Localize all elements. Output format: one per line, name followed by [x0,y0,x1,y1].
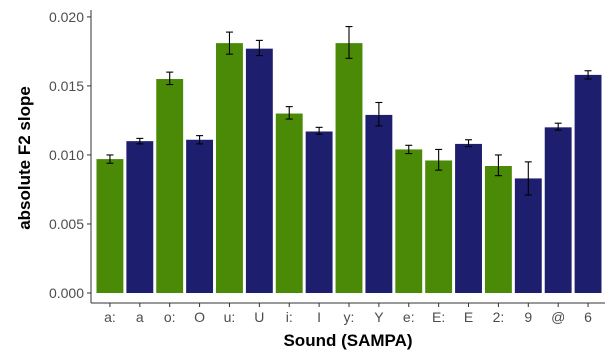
error-bar-14 [524,161,532,196]
x-tick-label: 6 [584,309,592,325]
error-bar-10 [405,144,413,155]
x-tick-label: 9 [524,309,532,325]
x-tick-label: Y [374,309,384,325]
x-tick-label: o: [164,309,176,325]
error-bar-4 [225,31,233,55]
bars [96,43,602,294]
x-tick-label: u: [224,309,236,325]
error-bar-13 [494,154,502,177]
error-bar-5 [255,39,263,57]
x-tick-label: E [464,309,473,325]
error-bar-8 [345,26,353,59]
y-axis-title: absolute F2 slope [15,86,34,230]
error-bar-16 [584,70,592,80]
x-tick-label: 2: [493,309,505,325]
bar-12 [455,143,482,293]
error-bar-0 [106,154,114,164]
error-bar-7 [315,126,323,135]
x-tick-label: E: [432,309,445,325]
error-bar-12 [465,139,473,148]
bar-4 [216,43,243,293]
x-tick-label: O [194,309,205,325]
x-tick-label: e: [403,309,415,325]
bar-7 [305,131,333,293]
x-tick-label: y: [344,309,355,325]
error-bar-11 [435,148,443,171]
x-tick-label: a: [104,309,116,325]
x-tick-label: U [254,309,264,325]
error-bar-9 [375,101,383,127]
x-axis-title: Sound (SAMPA) [283,331,412,350]
bar-11 [425,160,453,293]
bar-5 [245,48,273,294]
bar-9 [365,114,393,293]
error-bar-6 [285,106,293,120]
y-axis-ticks: 0.000 0.005 0.010 0.015 0.020 [49,9,91,301]
y-tick-label: 0.020 [49,9,84,25]
bar-14 [514,178,542,293]
x-tick-label: I [317,309,321,325]
y-tick-label: 0.000 [49,285,84,301]
bar-10 [395,149,423,293]
error-bar-15 [554,122,562,131]
error-bars [106,26,592,196]
error-bar-2 [166,71,174,86]
x-tick-label: i: [286,309,293,325]
y-tick-label: 0.005 [49,216,84,232]
bar-1 [126,141,154,293]
bar-8 [335,43,363,293]
bar-15 [544,127,572,293]
y-tick-label: 0.010 [49,147,84,163]
error-bar-3 [196,135,204,145]
x-tick-label: a [136,309,144,325]
bar-3 [186,139,214,293]
x-tick-label: @ [551,309,565,325]
bar-6 [275,113,303,293]
bar-13 [484,166,512,293]
error-bar-1 [136,137,144,145]
bar-0 [96,159,124,293]
bar-2 [156,79,184,294]
bar-16 [574,74,602,293]
y-tick-label: 0.015 [49,78,84,94]
